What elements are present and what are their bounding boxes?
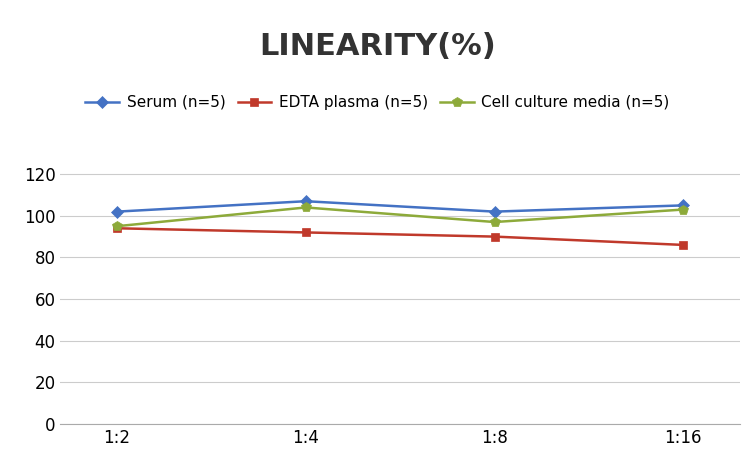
Legend: Serum (n=5), EDTA plasma (n=5), Cell culture media (n=5): Serum (n=5), EDTA plasma (n=5), Cell cul… — [79, 89, 676, 116]
Text: LINEARITY(%): LINEARITY(%) — [259, 32, 496, 60]
